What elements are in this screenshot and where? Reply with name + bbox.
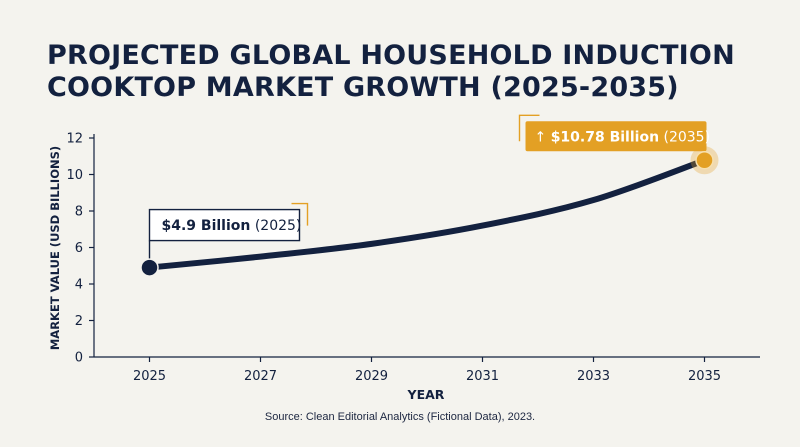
annotation-value: $4.9 Billion — [162, 218, 251, 234]
y-axis-ticks: 0 2 4 6 8 10 12 — [66, 132, 94, 366]
series-layer — [146, 157, 708, 271]
y-tick-label: 2 — [75, 314, 83, 329]
annotation-accent-corner — [291, 202, 309, 226]
x-tick-label: 2035 — [688, 369, 721, 384]
annotation-label: ↑ $10.78 Billion (2035) — [535, 129, 711, 145]
y-tick-label: 8 — [75, 205, 83, 220]
x-axis-ticks: 2025 2027 2029 2031 2033 2035 — [133, 357, 721, 384]
annotation-value: $10.78 Billion — [551, 129, 659, 145]
x-tick-label: 2031 — [466, 369, 499, 384]
x-tick-label: 2033 — [577, 369, 610, 384]
start-point-marker — [140, 258, 159, 277]
y-tick-label: 4 — [75, 278, 83, 293]
annotation-year: (2025) — [250, 218, 301, 234]
x-tick-label: 2025 — [133, 369, 166, 384]
y-tick-label: 0 — [75, 351, 83, 366]
source-note: Source: Clean Editorial Analytics (Ficti… — [264, 411, 536, 423]
chart-title-line-1: PROJECTED GLOBAL HOUSEHOLD INDUCTION — [47, 40, 735, 71]
y-tick-label: 6 — [75, 241, 83, 256]
arrow-up-icon: ↑ — [535, 129, 551, 145]
annotations-layer: $4.9 Billion (2025) ↑ $10.78 Billion (203… — [140, 114, 719, 277]
series-line — [146, 157, 708, 271]
x-axis-label: YEAR — [407, 387, 445, 402]
x-tick-label: 2027 — [244, 369, 277, 384]
annotation-label: $4.9 Billion (2025) — [162, 218, 302, 234]
axes — [93, 134, 760, 358]
annotation-accent-corner — [518, 114, 540, 142]
end-point-marker — [695, 151, 714, 170]
annotation-box — [525, 121, 707, 152]
y-axis-label: MARKET VALUE (USD BILLIONS) — [48, 146, 62, 350]
x-tick-label: 2029 — [355, 369, 388, 384]
annotation-year: (2035) — [659, 129, 710, 145]
chart-title: PROJECTED GLOBAL HOUSEHOLD INDUCTION COO… — [47, 40, 787, 104]
annotation-box — [148, 208, 301, 242]
chart-title-line-2: COOKTOP MARKET GROWTH (2025-2035) — [47, 72, 679, 103]
y-tick-label: 10 — [66, 168, 83, 183]
y-tick-label: 12 — [66, 132, 83, 147]
